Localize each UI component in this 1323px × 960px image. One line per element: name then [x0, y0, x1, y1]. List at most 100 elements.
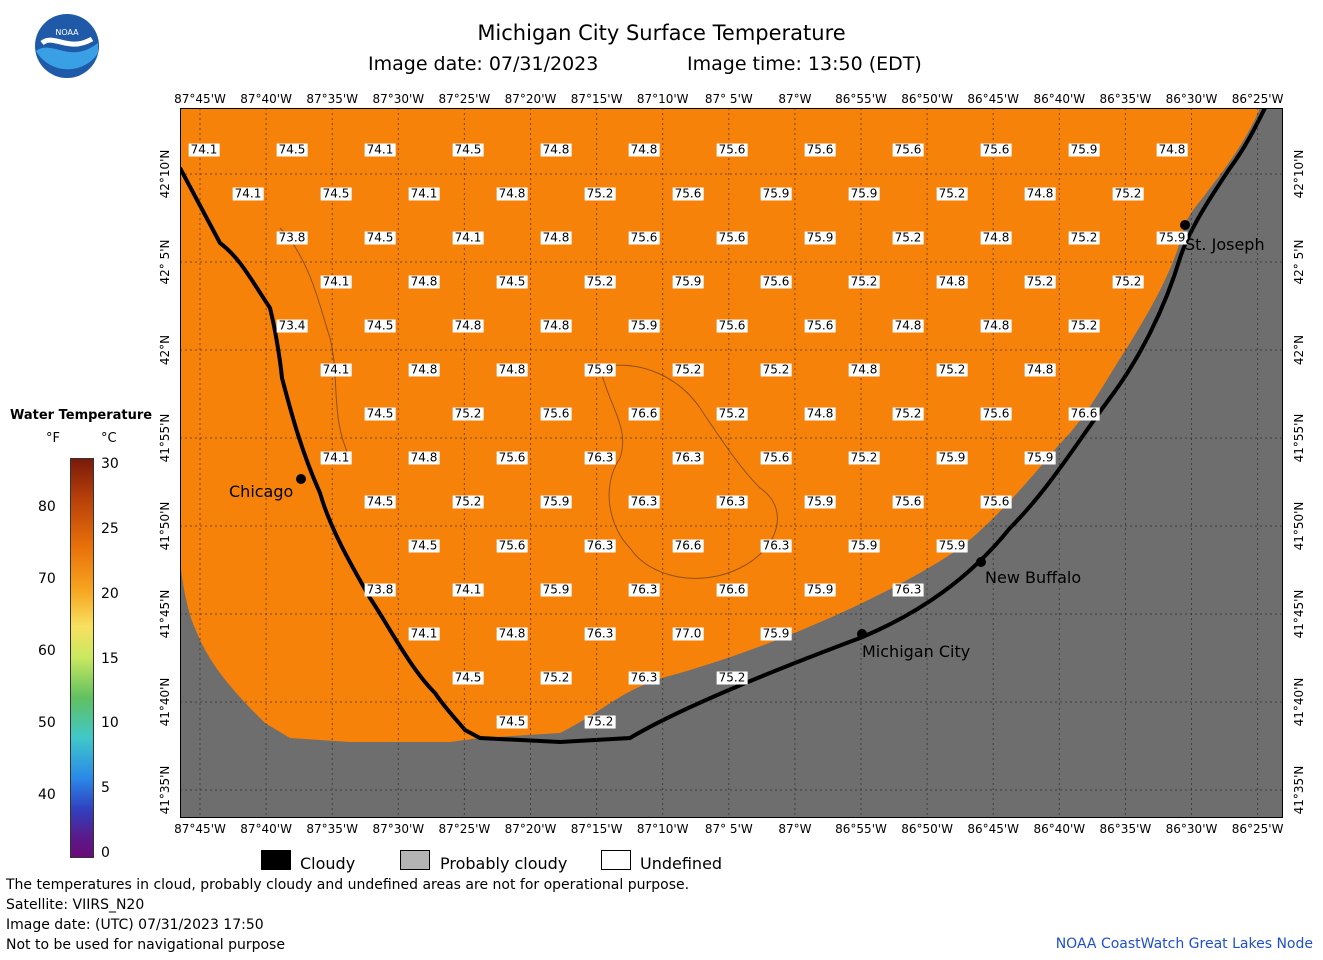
city-st-joseph: St. Joseph: [1185, 235, 1265, 254]
temperature-value: 73.4: [276, 318, 308, 333]
longitude-tick-label: 86°25'W: [1231, 92, 1284, 106]
latitude-tick-label: 41°35'N: [1292, 765, 1306, 815]
temperature-value: 75.6: [980, 406, 1012, 421]
temperature-value: 75.6: [980, 142, 1012, 157]
longitude-tick-label: 86°40'W: [1033, 822, 1086, 836]
footer-satellite: Satellite: VIIRS_N20: [6, 897, 145, 913]
temperature-value: 74.8: [1024, 362, 1056, 377]
temperature-value: 75.6: [628, 230, 660, 245]
temperature-value: 74.1: [320, 450, 352, 465]
lake-map: [180, 108, 1283, 818]
temperature-value: 74.8: [848, 362, 880, 377]
longitude-tick-label: 87°45'W: [174, 822, 226, 836]
latitude-tick-label: 41°50'N: [1292, 501, 1306, 551]
temperature-value: 74.8: [892, 318, 924, 333]
temperature-value: 75.6: [716, 318, 748, 333]
probably-cloudy-label: Probably cloudy: [440, 854, 568, 873]
credit-link[interactable]: NOAA CoastWatch Great Lakes Node: [1055, 936, 1313, 952]
temperature-value: 74.8: [936, 274, 968, 289]
longitude-tick-label: 86°50'W: [901, 92, 953, 106]
temperature-value: 76.6: [716, 582, 748, 597]
longitude-tick-label: 87° 5'W: [704, 822, 753, 836]
celsius-tick: 5: [101, 780, 110, 797]
map-frame: [180, 108, 1283, 818]
latitude-tick-label: 42° 5'N: [158, 239, 172, 285]
temperature-value: 74.8: [540, 318, 572, 333]
undefined-swatch: [601, 850, 631, 870]
image-time: Image time: 13:50 (EDT): [687, 53, 922, 75]
temperature-value: 74.5: [364, 494, 396, 509]
longitude-tick-label: 87°25'W: [438, 92, 491, 106]
temperature-value: 74.8: [628, 142, 660, 157]
longitude-tick-label: 87°45'W: [174, 92, 226, 106]
logo-text: NOAA: [55, 28, 79, 37]
fahrenheit-tick: 80: [38, 499, 56, 516]
latitude-tick-label: 41°55'N: [158, 413, 172, 463]
temperature-value: 74.8: [1024, 186, 1056, 201]
temperature-value: 75.6: [804, 318, 836, 333]
temperature-value: 76.6: [628, 406, 660, 421]
temperature-value: 75.2: [716, 670, 748, 685]
latitude-tick-label: 41°40'N: [1292, 677, 1306, 727]
temperature-value: 76.3: [892, 582, 924, 597]
temperature-value: 73.8: [364, 582, 396, 597]
temperature-value: 75.2: [936, 186, 968, 201]
latitude-tick-label: 41°50'N: [158, 501, 172, 551]
temperature-value: 74.5: [364, 230, 396, 245]
city-michigan-city: Michigan City: [862, 642, 971, 661]
temperature-value: 75.6: [496, 538, 528, 553]
temperature-value: 75.2: [1112, 274, 1144, 289]
celsius-tick: 20: [101, 585, 119, 602]
temperature-value: 74.8: [980, 318, 1012, 333]
temperature-value: 74.8: [496, 626, 528, 641]
longitude-tick-label: 87°30'W: [372, 822, 425, 836]
temperature-value: 76.6: [1068, 406, 1100, 421]
temperature-value: 74.8: [980, 230, 1012, 245]
temperature-value: 75.9: [804, 582, 836, 597]
temperature-value: 75.6: [716, 142, 748, 157]
temperature-value: 74.8: [496, 362, 528, 377]
temperature-value: 74.8: [408, 274, 440, 289]
footer-utc-date: Image date: (UTC) 07/31/2023 17:50: [6, 917, 264, 933]
temperature-value: 75.9: [1156, 230, 1188, 245]
temperature-value: 75.2: [716, 406, 748, 421]
longitude-tick-label: 86°45'W: [967, 822, 1020, 836]
unit-celsius: °C: [101, 431, 117, 446]
latitude-tick-label: 41°40'N: [158, 677, 172, 727]
longitude-tick-label: 87°W: [778, 92, 812, 106]
temperature-value: 75.2: [1068, 318, 1100, 333]
city-chicago: Chicago: [229, 482, 294, 501]
longitude-tick-label: 86°45'W: [967, 92, 1020, 106]
longitude-tick-label: 87°40'W: [240, 822, 292, 836]
unit-fahrenheit: °F: [46, 431, 60, 446]
latitude-tick-label: 41°45'N: [158, 589, 172, 639]
temperature-value: 75.2: [584, 714, 616, 729]
temperature-value: 75.9: [540, 582, 572, 597]
temperature-value: 75.2: [540, 670, 572, 685]
temperature-value: 74.5: [364, 318, 396, 333]
temperature-value: 75.2: [848, 274, 880, 289]
temperature-value: 75.2: [848, 450, 880, 465]
temperature-value: 74.1: [408, 626, 440, 641]
footer-disclaimer: The temperatures in cloud, probably clou…: [6, 877, 690, 893]
temperature-value: 75.9: [804, 230, 836, 245]
temperature-value: 75.6: [980, 494, 1012, 509]
longitude-tick-label: 86°35'W: [1099, 822, 1152, 836]
celsius-tick: 25: [101, 520, 119, 537]
temperature-value: 74.1: [320, 362, 352, 377]
temperature-value: 75.9: [804, 494, 836, 509]
temperature-value: 76.6: [672, 538, 704, 553]
temperature-value: 74.1: [452, 230, 484, 245]
latitude-tick-label: 42°N: [1292, 334, 1306, 366]
latitude-tick-label: 41°55'N: [1292, 413, 1306, 463]
temperature-value: 75.2: [936, 362, 968, 377]
temperature-value: 75.2: [672, 362, 704, 377]
temperature-value: 74.8: [804, 406, 836, 421]
longitude-tick-label: 87°25'W: [438, 822, 491, 836]
latitude-tick-label: 42°N: [158, 334, 172, 366]
longitude-tick-label: 87°20'W: [504, 822, 557, 836]
latitude-tick-label: 42°10'N: [158, 149, 172, 199]
temperature-value: 74.1: [408, 186, 440, 201]
celsius-tick: 0: [101, 845, 110, 861]
temperature-value: 74.5: [452, 670, 484, 685]
